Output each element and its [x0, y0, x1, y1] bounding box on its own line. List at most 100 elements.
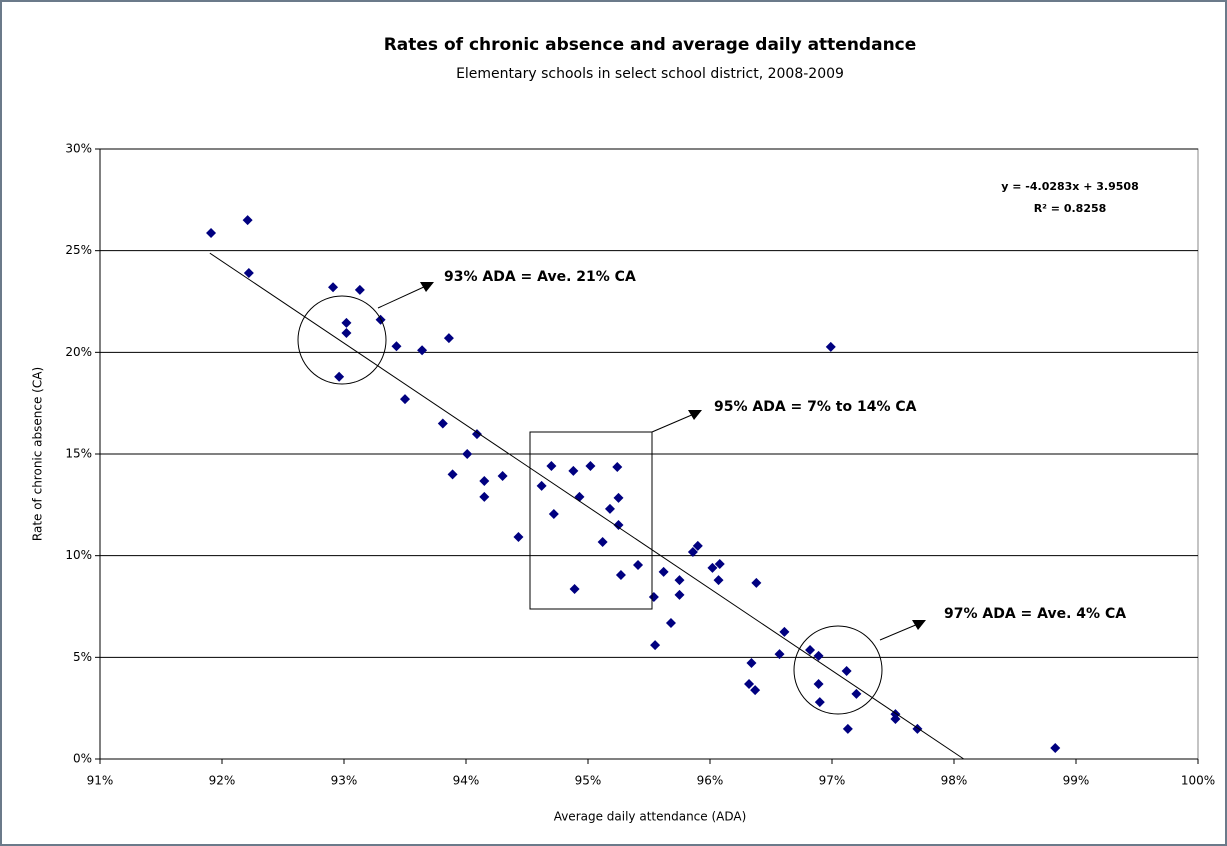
y-tick-label: 30%: [65, 142, 92, 156]
point: [612, 462, 623, 473]
point: [243, 268, 254, 279]
point: [674, 575, 685, 586]
point: [613, 492, 624, 503]
point: [890, 713, 901, 724]
point: [633, 560, 644, 571]
point: [462, 449, 473, 459]
annotation-shapes: [297, 285, 919, 715]
annotation-circle: [793, 625, 883, 715]
point: [443, 333, 454, 344]
x-tick-label: 94%: [453, 774, 480, 788]
trendline-r2: R² = 0.8258: [1034, 202, 1107, 215]
arrow-heads: [420, 282, 926, 630]
point: [206, 227, 217, 238]
y-tick-label: 5%: [73, 650, 92, 664]
point: [750, 685, 761, 696]
point: [779, 626, 790, 637]
point: [334, 371, 345, 382]
point: [375, 314, 386, 325]
point: [650, 640, 661, 651]
trendline-equation: y = -4.0283x + 3.9508: [1001, 180, 1138, 193]
point: [354, 284, 365, 295]
x-axis-label: Average daily attendance (ADA): [554, 810, 747, 824]
chart-subtitle: Elementary schools in select school dist…: [456, 66, 844, 82]
point: [471, 429, 482, 440]
x-tick-label: 100%: [1181, 774, 1215, 788]
point: [391, 341, 402, 352]
point: [851, 688, 862, 699]
point: [597, 537, 608, 548]
trendline: [209, 252, 965, 760]
point: [546, 460, 557, 471]
point: [328, 282, 339, 293]
x-tick-label: 95%: [575, 774, 602, 788]
annotation: 97% ADA = Ave. 4% CA: [944, 606, 1126, 622]
point: [1050, 743, 1061, 754]
point: [746, 658, 757, 669]
y-tick-label: 0%: [73, 752, 92, 766]
point: [497, 470, 508, 481]
point: [341, 328, 352, 339]
point: [751, 577, 762, 588]
annotation-arrow: [377, 285, 427, 309]
point: [744, 678, 755, 689]
y-tick-label: 15%: [65, 447, 92, 461]
point: [604, 503, 615, 514]
y-tick-label: 20%: [65, 345, 92, 359]
point: [613, 519, 624, 530]
point: [842, 723, 853, 734]
y-tick-label: 25%: [65, 243, 92, 257]
arrow-head: [912, 620, 926, 630]
point: [825, 341, 836, 352]
point: [437, 418, 448, 429]
point: [479, 491, 490, 502]
point: [417, 345, 428, 356]
annotation: 93% ADA = Ave. 21% CA: [444, 269, 636, 285]
point: [536, 480, 547, 491]
annotation: 95% ADA = 7% to 14% CA: [714, 399, 917, 415]
point: [774, 649, 785, 660]
y-axis-label: Rate of chronic absence (CA): [31, 367, 45, 541]
point: [341, 317, 352, 328]
point: [513, 531, 524, 542]
points: [206, 215, 1061, 754]
point: [400, 394, 410, 405]
x-tick-label: 93%: [331, 774, 358, 788]
x-tick-label: 96%: [697, 774, 724, 788]
point: [714, 559, 725, 570]
point: [713, 575, 724, 586]
point: [242, 215, 253, 226]
chart-title: Rates of chronic absence and average dai…: [384, 35, 917, 55]
annotation-arrow: [879, 623, 919, 641]
annotation-arrow: [651, 413, 695, 433]
point: [805, 645, 816, 656]
point: [692, 540, 703, 551]
x-tick-label: 92%: [209, 774, 236, 788]
point: [658, 566, 669, 577]
point: [569, 584, 580, 595]
arrow-head: [420, 282, 434, 292]
point: [615, 569, 626, 580]
annotation-box: [529, 431, 653, 610]
point: [687, 547, 698, 558]
x-tick-label: 97%: [819, 774, 846, 788]
annotation-circle: [297, 295, 387, 385]
point: [813, 678, 824, 689]
point: [548, 508, 559, 519]
point: [674, 589, 685, 600]
x-tick-label: 98%: [941, 774, 968, 788]
point: [813, 650, 824, 661]
arrow-head: [688, 410, 702, 420]
x-tick-label: 99%: [1063, 774, 1090, 788]
point: [585, 460, 596, 471]
point: [665, 617, 676, 628]
point: [568, 465, 579, 476]
point: [447, 469, 458, 480]
point: [814, 697, 825, 708]
point: [841, 665, 852, 676]
point: [707, 562, 718, 573]
x-tick-label: 91%: [87, 774, 114, 788]
